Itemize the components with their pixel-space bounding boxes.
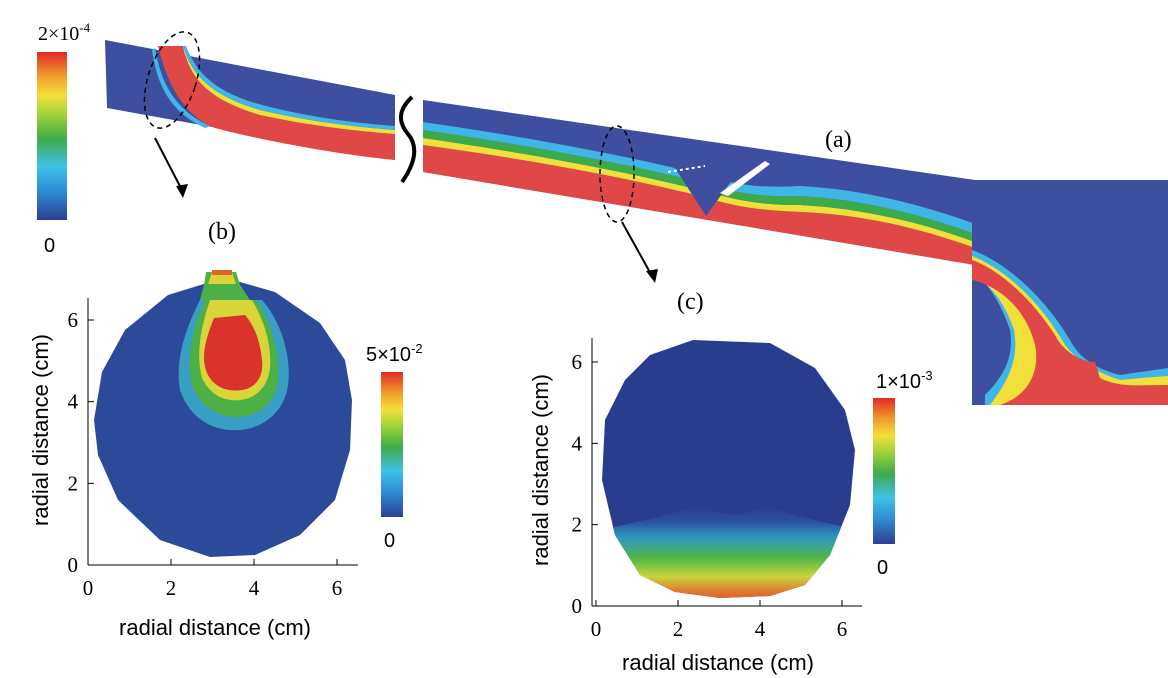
arrow-to-b-head bbox=[176, 184, 188, 198]
colorbar-c-gradient bbox=[873, 398, 895, 544]
outlet-plume-red bbox=[972, 260, 1168, 405]
colorbar-c-min-label: 0 bbox=[877, 557, 888, 579]
plot-c-y-label: radial distance (cm) bbox=[528, 374, 553, 566]
plot-c-x-label: radial distance (cm) bbox=[622, 650, 814, 675]
plot-b-x-ticks: 0 2 4 6 bbox=[83, 559, 343, 600]
break-mark bbox=[399, 95, 417, 184]
c-xticks-tick-label: 0 bbox=[591, 617, 602, 641]
c-yticks-tick-label: 2 bbox=[572, 513, 583, 537]
main-colorbar-gradient bbox=[37, 52, 67, 220]
colorbar-b-min-label: 0 bbox=[384, 530, 395, 552]
plot-b-y-ticks: 0 2 4 6 bbox=[68, 308, 94, 577]
panel-label-c: (c) bbox=[677, 289, 704, 315]
main-colorbar: 2×10-4 0 bbox=[37, 20, 91, 257]
arrow-to-b bbox=[154, 137, 184, 193]
plot-b-y-label: radial distance (cm) bbox=[28, 334, 53, 526]
plot-c-x-ticks: 0 2 4 6 bbox=[591, 600, 848, 641]
plot-b-inlet-red bbox=[212, 270, 232, 275]
left-plume-edge-yellow bbox=[183, 46, 395, 134]
channel-notch-line bbox=[667, 165, 706, 173]
main-colorbar-max-label: 2×10-4 bbox=[38, 20, 91, 45]
colorbar-b: 5×10-2 0 bbox=[366, 341, 423, 552]
plot-b-x-label: radial distance (cm) bbox=[119, 615, 311, 640]
c-xticks-tick-label: 6 bbox=[837, 617, 848, 641]
plot-b-plume-red bbox=[203, 315, 263, 391]
main-colorbar-min-label: 0 bbox=[44, 235, 55, 257]
colorbar-c-max-label: 1×10-3 bbox=[876, 368, 933, 393]
b-xticks-tick-label: 4 bbox=[249, 576, 260, 600]
left-plume-edge-cyan bbox=[183, 46, 395, 130]
c-yticks-tick-label: 4 bbox=[572, 431, 583, 455]
plot-c: 0 2 4 6 0 2 4 6 radial distance (cm) radial di… bbox=[528, 338, 862, 675]
c-yticks-tick-label: 0 bbox=[572, 594, 583, 618]
b-yticks-tick-label: 6 bbox=[68, 308, 79, 332]
b-xticks-tick-label: 2 bbox=[166, 576, 177, 600]
b-yticks-tick-label: 0 bbox=[68, 553, 79, 577]
colorbar-b-gradient bbox=[381, 372, 403, 517]
arrow-to-c bbox=[621, 221, 653, 277]
left-plume-inner-edge bbox=[152, 48, 210, 128]
plot-c-y-ticks: 0 2 4 6 bbox=[572, 350, 598, 618]
b-xticks-tick-label: 0 bbox=[83, 576, 94, 600]
c-xticks-tick-label: 2 bbox=[673, 617, 684, 641]
b-yticks-tick-label: 2 bbox=[68, 471, 79, 495]
b-xticks-tick-label: 6 bbox=[332, 576, 343, 600]
zoom-ellipse-c bbox=[599, 125, 635, 223]
colorbar-c: 1×10-3 0 bbox=[873, 368, 933, 579]
panel-label-a: (a) bbox=[825, 127, 852, 153]
channel-white-wedge bbox=[720, 161, 770, 196]
channel-simulation bbox=[105, 40, 1168, 405]
c-yticks-tick-label: 6 bbox=[572, 350, 583, 374]
channel-notch bbox=[675, 158, 748, 216]
plot-c-bottom-layer bbox=[602, 505, 855, 598]
plot-b: 0 2 4 6 0 2 4 6 radial distance (cm) radial di… bbox=[28, 270, 358, 640]
panel-label-b: (b) bbox=[208, 219, 236, 245]
left-plume-red bbox=[158, 46, 395, 160]
colorbar-b-max-label: 5×10-2 bbox=[366, 341, 423, 366]
c-xticks-tick-label: 4 bbox=[755, 617, 766, 641]
b-yticks-tick-label: 4 bbox=[68, 390, 79, 414]
arrow-to-c-head bbox=[646, 269, 658, 283]
